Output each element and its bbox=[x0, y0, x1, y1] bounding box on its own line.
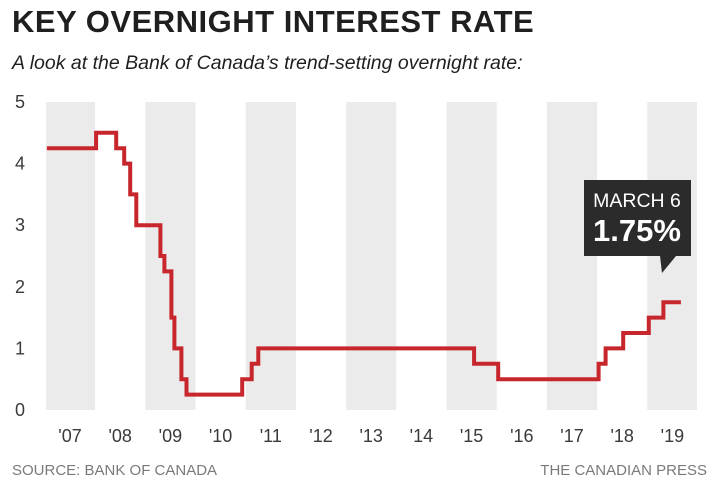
y-tick-label: 1 bbox=[15, 338, 25, 358]
x-tick-label: '12 bbox=[309, 426, 332, 446]
chart-subtitle: A look at the Bank of Canada’s trend-set… bbox=[12, 52, 523, 74]
x-tick-label: '19 bbox=[661, 426, 684, 446]
callout-rate-value: 1.75% bbox=[593, 213, 681, 248]
source-note: SOURCE: BANK OF CANADA bbox=[12, 462, 218, 479]
x-tick-label: '13 bbox=[359, 426, 382, 446]
x-tick-label: '11 bbox=[260, 426, 282, 446]
y-tick-label: 4 bbox=[15, 154, 25, 174]
x-tick-label: '08 bbox=[108, 426, 131, 446]
year-band bbox=[446, 102, 497, 410]
y-tick-label: 0 bbox=[15, 400, 25, 420]
callout-date-label: MARCH 6 bbox=[593, 190, 681, 212]
year-band bbox=[145, 102, 196, 410]
year-band bbox=[46, 102, 96, 410]
credit-note: THE CANADIAN PRESS bbox=[540, 462, 707, 479]
x-tick-label: '09 bbox=[159, 426, 182, 446]
y-tick-label: 5 bbox=[15, 92, 25, 112]
x-tick-label: '10 bbox=[209, 426, 232, 446]
x-tick-label: '17 bbox=[560, 426, 583, 446]
x-tick-label: '18 bbox=[610, 426, 633, 446]
rate-series-line bbox=[46, 130, 681, 397]
x-tick-label: '16 bbox=[510, 426, 533, 446]
latest-rate-callout: MARCH 6 1.75% bbox=[584, 180, 691, 273]
y-tick-label: 3 bbox=[15, 215, 25, 235]
callout-box bbox=[584, 180, 691, 273]
x-tick-label: '14 bbox=[410, 426, 433, 446]
year-band bbox=[346, 102, 397, 410]
year-band bbox=[245, 102, 296, 410]
chart-title: KEY OVERNIGHT INTEREST RATE bbox=[12, 4, 535, 39]
y-tick-label: 2 bbox=[15, 277, 25, 297]
x-tick-label: '07 bbox=[58, 426, 81, 446]
x-tick-label: '15 bbox=[460, 426, 483, 446]
